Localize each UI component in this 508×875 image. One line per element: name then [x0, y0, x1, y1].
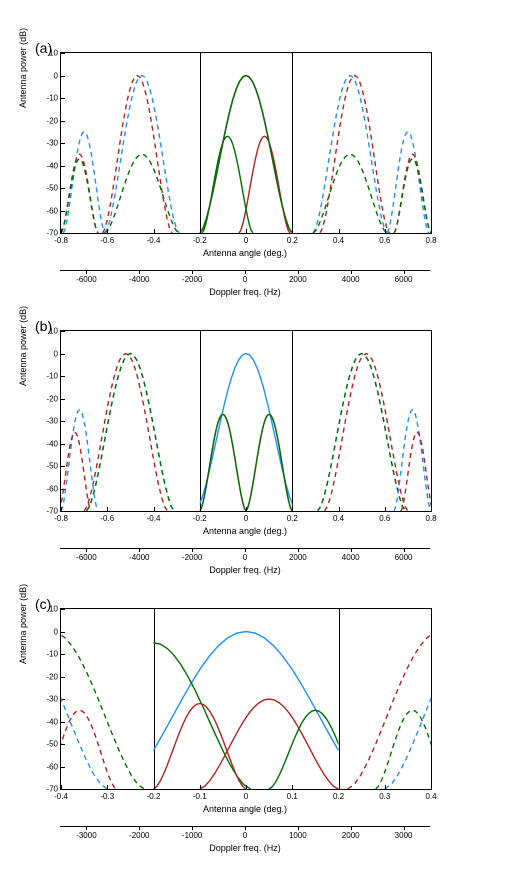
- ytick: 10: [49, 49, 61, 58]
- xtick-angle: 0.4: [333, 233, 344, 245]
- y-axis-label: Antenna power (dB): [18, 306, 28, 386]
- curves: [61, 331, 431, 511]
- doppler-axis: -6000-4000-20000200040006000: [60, 548, 430, 549]
- xtick-doppler: 2000: [342, 831, 360, 840]
- xtick-angle: -0.8: [54, 233, 68, 245]
- ytick: -60: [46, 484, 61, 493]
- xtick-angle: -0.2: [147, 789, 161, 801]
- xtick-angle: 0.3: [379, 789, 390, 801]
- xtick-angle: 0: [244, 233, 248, 245]
- ytick: -50: [46, 184, 61, 193]
- xtick-angle: 0.1: [287, 789, 298, 801]
- xtick-doppler: -6000: [76, 553, 96, 562]
- panel-c: (c)Antenna power (dB)-70-60-50-40-30-20-…: [60, 608, 432, 853]
- ytick: -60: [46, 762, 61, 771]
- xtick-doppler: 2000: [289, 275, 307, 284]
- x-axis-label-doppler: Doppler freq. (Hz): [60, 565, 430, 575]
- ytick: -20: [46, 672, 61, 681]
- xtick-doppler: 0: [243, 553, 247, 562]
- xtick-angle: -0.4: [147, 233, 161, 245]
- xtick-doppler: 6000: [395, 553, 413, 562]
- ytick: -30: [46, 139, 61, 148]
- xtick-angle: -0.6: [100, 233, 114, 245]
- x-axis-label-angle: Antenna angle (deg.): [60, 526, 430, 536]
- y-axis-label: Antenna power (dB): [18, 584, 28, 664]
- xtick-doppler: 6000: [395, 275, 413, 284]
- ytick: -10: [46, 650, 61, 659]
- xtick-angle: 0.2: [333, 789, 344, 801]
- plot-area: Antenna power (dB)-70-60-50-40-30-20-100…: [60, 52, 432, 234]
- xtick-angle: -0.2: [193, 233, 207, 245]
- ytick: -20: [46, 394, 61, 403]
- ytick: -30: [46, 695, 61, 704]
- x-axis-label-doppler: Doppler freq. (Hz): [60, 843, 430, 853]
- xtick-angle: -0.4: [147, 511, 161, 523]
- ytick: -40: [46, 161, 61, 170]
- xtick-angle: -0.2: [193, 511, 207, 523]
- xtick-angle: -0.8: [54, 511, 68, 523]
- x-axis-label-angle: Antenna angle (deg.): [60, 248, 430, 258]
- y-axis-label: Antenna power (dB): [18, 28, 28, 108]
- xtick-angle: 0.8: [425, 233, 436, 245]
- doppler-axis: -6000-4000-20000200040006000: [60, 270, 430, 271]
- ytick: -50: [46, 740, 61, 749]
- ytick: -30: [46, 417, 61, 426]
- xtick-doppler: -4000: [129, 553, 149, 562]
- ytick: -10: [46, 372, 61, 381]
- xtick-doppler: -1000: [182, 831, 202, 840]
- ytick: -20: [46, 116, 61, 125]
- ytick: 10: [49, 327, 61, 336]
- curves: [61, 609, 431, 789]
- xtick-angle: -0.1: [193, 789, 207, 801]
- ytick: 0: [54, 627, 61, 636]
- xtick-angle: 0.2: [287, 511, 298, 523]
- xtick-doppler: 2000: [289, 553, 307, 562]
- xtick-doppler: -3000: [76, 831, 96, 840]
- xtick-angle: 0: [244, 789, 248, 801]
- xtick-angle: 0.2: [287, 233, 298, 245]
- xtick-doppler: 4000: [342, 553, 360, 562]
- ytick: -10: [46, 94, 61, 103]
- xtick-doppler: 1000: [289, 831, 307, 840]
- ytick: 0: [54, 349, 61, 358]
- ytick: 0: [54, 71, 61, 80]
- figure-page: { "panels": [ { "label": "(a)", "top": 5…: [0, 0, 508, 875]
- plot-area: Antenna power (dB)-70-60-50-40-30-20-100…: [60, 330, 432, 512]
- xtick-angle: -0.6: [100, 511, 114, 523]
- xtick-doppler: -4000: [129, 275, 149, 284]
- ytick: -40: [46, 717, 61, 726]
- x-axis-label-doppler: Doppler freq. (Hz): [60, 287, 430, 297]
- ytick: -40: [46, 439, 61, 448]
- xtick-angle: -0.3: [100, 789, 114, 801]
- xtick-angle: 0.4: [333, 511, 344, 523]
- panel-b: (b)Antenna power (dB)-70-60-50-40-30-20-…: [60, 330, 432, 575]
- xtick-doppler: -2000: [182, 553, 202, 562]
- xtick-angle: -0.4: [54, 789, 68, 801]
- xtick-doppler: 0: [243, 831, 247, 840]
- xtick-angle: 0.8: [425, 511, 436, 523]
- plot-area: Antenna power (dB)-70-60-50-40-30-20-100…: [60, 608, 432, 790]
- ytick: -50: [46, 462, 61, 471]
- xtick-doppler: 3000: [395, 831, 413, 840]
- ytick: -60: [46, 206, 61, 215]
- xtick-angle: 0: [244, 511, 248, 523]
- xtick-angle: 0.4: [425, 789, 436, 801]
- xtick-doppler: 4000: [342, 275, 360, 284]
- xtick-doppler: -2000: [182, 275, 202, 284]
- xtick-angle: 0.6: [379, 233, 390, 245]
- ytick: 10: [49, 605, 61, 614]
- panel-a: (a)Antenna power (dB)-70-60-50-40-30-20-…: [60, 52, 432, 297]
- xtick-doppler: -6000: [76, 275, 96, 284]
- xtick-angle: 0.6: [379, 511, 390, 523]
- x-axis-label-angle: Antenna angle (deg.): [60, 804, 430, 814]
- xtick-doppler: -2000: [129, 831, 149, 840]
- xtick-doppler: 0: [243, 275, 247, 284]
- curves: [61, 53, 431, 233]
- doppler-axis: -3000-2000-10000100020003000: [60, 826, 430, 827]
